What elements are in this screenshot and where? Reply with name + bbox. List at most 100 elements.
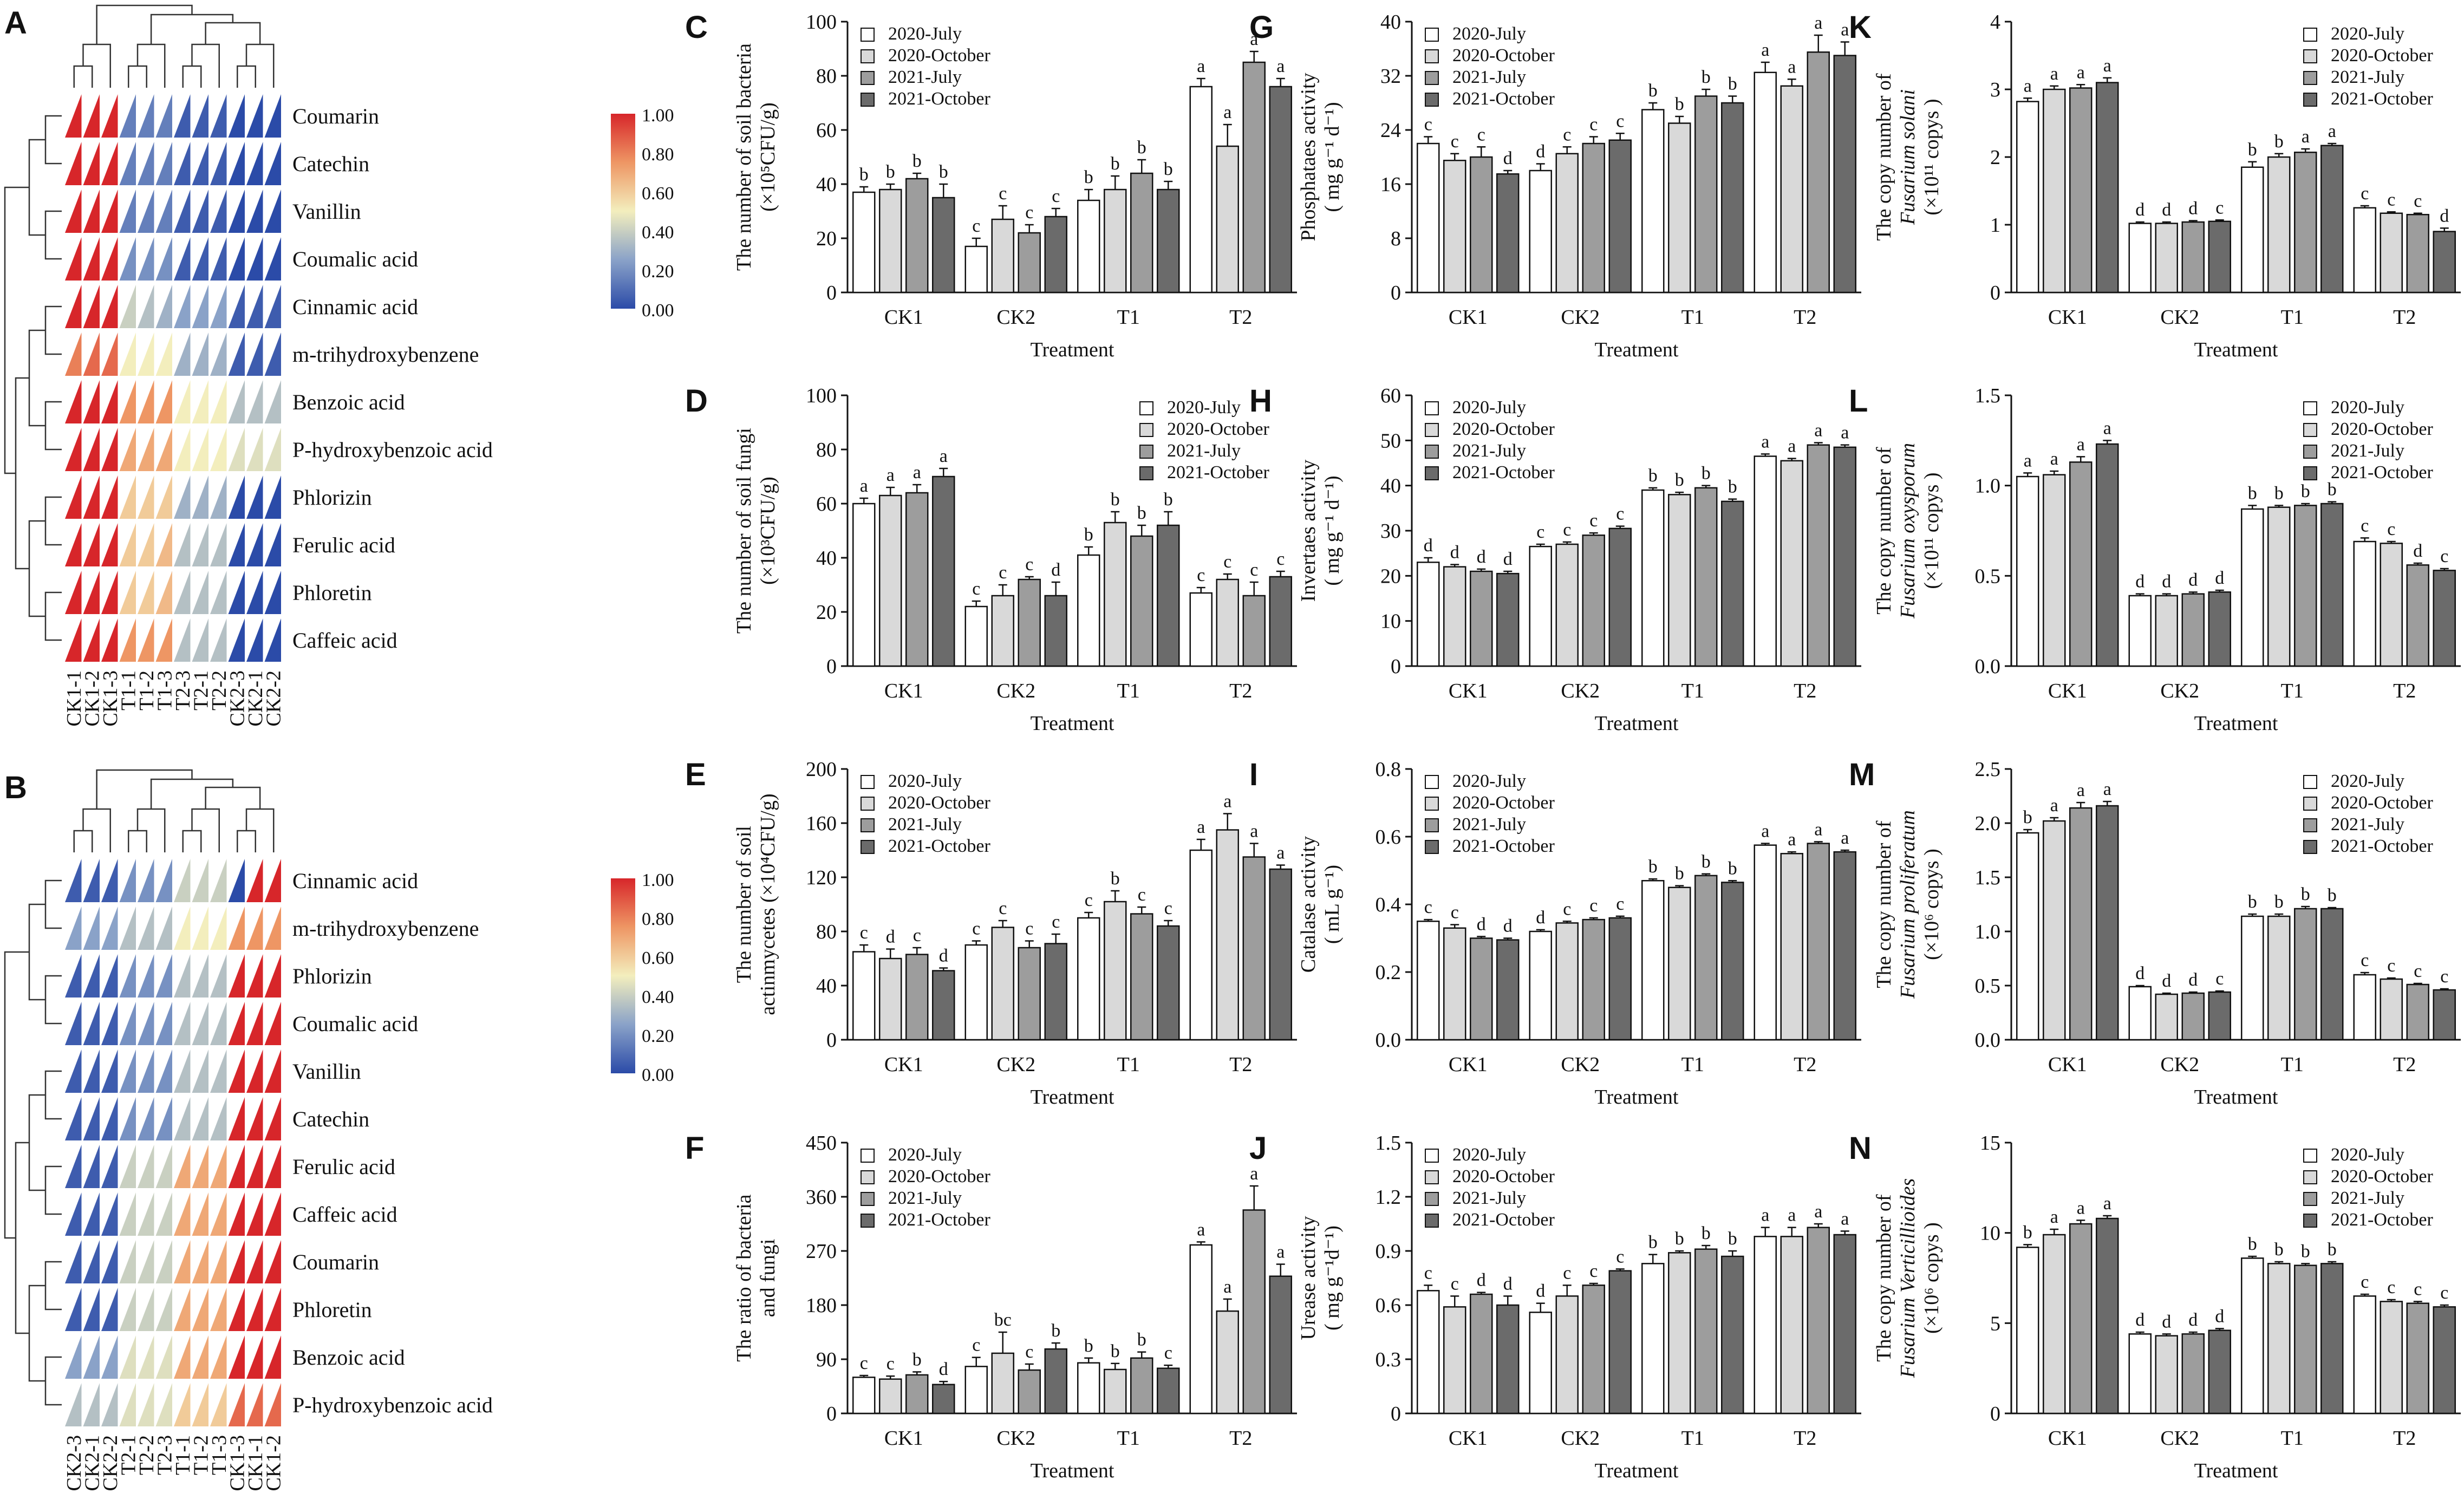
heatmap-cell (228, 428, 245, 471)
significance-letter: c (2387, 519, 2395, 539)
colorbar-tick-label: 0.00 (642, 1065, 674, 1085)
bar (1754, 844, 1777, 1041)
bar (2128, 986, 2152, 1041)
heatmap-cell (174, 571, 191, 614)
y-tick-label: 16 (1380, 173, 1401, 196)
bar (905, 492, 929, 667)
legend-entry: 2020-July (888, 771, 962, 791)
heatmap-cell (246, 428, 263, 471)
heatmap-cell (192, 333, 208, 376)
y-axis-label: Urease activity (1297, 1216, 1320, 1340)
heatmap-cell (246, 380, 263, 423)
heatmap-cell (210, 285, 227, 328)
significance-letter: c (1052, 912, 1060, 932)
heatmap-cell (246, 1145, 263, 1188)
y-tick-label: 0 (826, 1029, 837, 1052)
heatmap-cell (228, 859, 245, 902)
x-tick-label: T1 (1681, 680, 1704, 702)
heatmap-cell (83, 1240, 100, 1283)
significance-letter: d (2162, 200, 2171, 220)
significance-letter: a (1814, 421, 1822, 441)
significance-letter: b (2301, 1241, 2310, 1261)
significance-letter: c (1424, 115, 1432, 135)
legend-swatch (1425, 28, 1439, 42)
significance-letter: d (886, 927, 895, 947)
bar-chart-panel-M: M 0.0 0.5 1.0 1.5 2.0 2.5 The copy number of Fus… (1849, 757, 2461, 1109)
significance-letter: b (1111, 490, 1120, 510)
x-tick-label: CK2 (2160, 680, 2199, 702)
x-tick-label: T1 (1681, 1427, 1704, 1450)
bar (2380, 212, 2403, 294)
bar (2155, 1335, 2178, 1414)
heatmap-cell (228, 954, 245, 998)
significance-letter: c (1451, 1274, 1459, 1294)
heatmap-row-label: Phlorizin (292, 485, 372, 510)
legend-swatch (2303, 775, 2317, 789)
heatmap-cell (138, 618, 154, 662)
y-tick-label: 40 (816, 547, 837, 570)
y-tick-label: 100 (806, 384, 837, 407)
significance-letter: c (2361, 184, 2369, 204)
x-axis-label: Treatment (1595, 1086, 1679, 1109)
heatmap-row-label: Coumalic acid (292, 1012, 418, 1036)
bar (1018, 232, 1041, 294)
x-tick-label: CK1 (2048, 1427, 2087, 1450)
significance-letter: c (1250, 560, 1258, 580)
legend-swatch (861, 1214, 875, 1228)
bar (2353, 540, 2376, 667)
legend-swatch (2303, 1170, 2317, 1184)
heatmap-cell (155, 859, 172, 902)
y-tick-label: 0 (826, 1403, 837, 1425)
heatmap-cell (264, 285, 281, 328)
heatmap-cell (138, 428, 154, 471)
bar (991, 927, 1014, 1041)
panel-label: M (1849, 757, 1875, 792)
x-tick-label: T1 (2281, 306, 2304, 329)
significance-letter: d (1051, 560, 1060, 580)
significance-letter: b (2301, 884, 2310, 904)
heatmap-cell (65, 333, 82, 376)
significance-letter: b (2023, 1222, 2032, 1242)
significance-letter: c (972, 919, 980, 939)
heatmap-cell (210, 907, 227, 950)
heatmap-row-label: Phloretin (292, 581, 372, 605)
bar (1807, 51, 1830, 294)
heatmap-column-label: CK1-1 (63, 670, 86, 726)
bar (1833, 1234, 1856, 1414)
legend-entry: 2021-July (2331, 1188, 2404, 1208)
y-tick-label: 1.0 (1975, 475, 2001, 498)
bar (2043, 1234, 2066, 1414)
heatmap-cell (101, 1002, 118, 1045)
heatmap-column-label: CK1-1 (244, 1435, 267, 1491)
y-tick-label: 100 (806, 11, 837, 34)
y-tick-label: 0.3 (1376, 1348, 1402, 1371)
y-tick-label: 0.5 (1975, 565, 2001, 588)
bar (991, 218, 1014, 294)
legend-swatch (1425, 49, 1439, 63)
legend-swatch (2303, 445, 2317, 459)
bar (1216, 1310, 1239, 1414)
y-tick-label: 0 (826, 282, 837, 304)
legend-swatch (861, 71, 875, 85)
heatmap-cell (192, 907, 208, 950)
y-tick-label: 2.0 (1975, 812, 2001, 835)
significance-letter: a (940, 446, 948, 466)
y-tick-label: 60 (1380, 384, 1401, 407)
heatmap-cell (246, 1383, 263, 1426)
heatmap-cell (192, 1049, 208, 1093)
panel-label: G (1249, 10, 1274, 45)
bar (1694, 487, 1718, 667)
bar (2241, 915, 2264, 1041)
y-tick-label: 120 (806, 866, 837, 889)
legend-swatch (861, 1170, 875, 1184)
significance-letter: a (2077, 780, 2085, 800)
bar (2267, 915, 2291, 1041)
heatmap-row-label: Coumarin (292, 104, 379, 128)
heatmap-cell (246, 285, 263, 328)
y-axis-label: (×10⁶ copys ) (1920, 1222, 1943, 1334)
y-tick-label: 0.6 (1376, 1294, 1402, 1317)
heatmap-cell (174, 1145, 191, 1188)
heatmap-cell (65, 475, 82, 519)
significance-letter: c (1563, 899, 1571, 919)
heatmap-cell (246, 571, 263, 614)
